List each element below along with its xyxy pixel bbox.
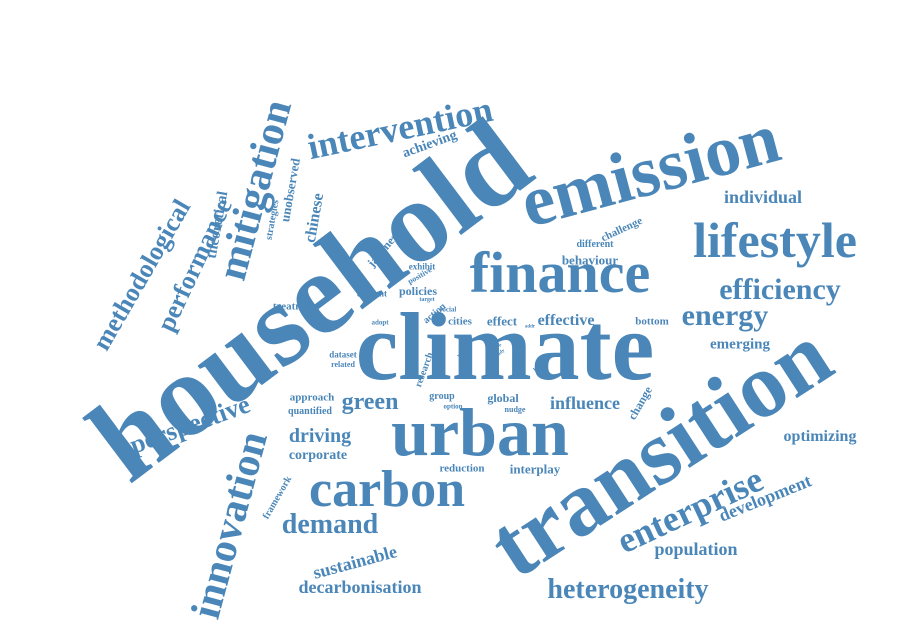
- word-option: option: [443, 402, 463, 411]
- word-global: global: [487, 391, 519, 405]
- word-individual: individual: [723, 187, 803, 207]
- word-nudge: nudge: [504, 405, 526, 414]
- word-group: group: [429, 391, 455, 402]
- word-exhibit: exhibit: [408, 261, 436, 272]
- word-data: data: [515, 355, 525, 361]
- word-policies: policies: [399, 284, 437, 298]
- word-climate: climate: [355, 293, 655, 400]
- word-optimizing: optimizing: [783, 428, 857, 445]
- word-addr: addr: [524, 324, 536, 330]
- word-carbon: carbon: [309, 461, 465, 518]
- word-behaviour: behaviour: [561, 252, 619, 268]
- word-account: account: [357, 288, 387, 299]
- word-driving: driving: [288, 425, 352, 447]
- word-cities: cities: [448, 315, 472, 328]
- word-effect: effect: [486, 313, 518, 329]
- word-lifestyle: lifestyle: [693, 212, 857, 268]
- word-dataset: dataset: [329, 349, 357, 360]
- word-energy: energy: [681, 299, 769, 332]
- word-reduction: reduction: [439, 462, 485, 475]
- word-influence: influence: [550, 393, 620, 413]
- word-related: related: [331, 360, 355, 369]
- word-finance: finance: [469, 240, 651, 305]
- word-interplay: interplay: [509, 461, 561, 477]
- word-bottom: bottom: [635, 315, 669, 328]
- word-different: different: [576, 239, 614, 250]
- word-heterogeneity: heterogeneity: [547, 574, 709, 605]
- word-adopt: adopt: [371, 318, 389, 327]
- word-effective: effective: [537, 312, 595, 329]
- word-population: population: [654, 539, 738, 559]
- word-sustainable: sustainable: [310, 541, 400, 583]
- word-quantified: quantified: [288, 406, 332, 417]
- word-emerging: emerging: [710, 336, 770, 353]
- word-treatment: treatment: [272, 300, 320, 313]
- word-green: green: [341, 389, 399, 415]
- word-target: target: [419, 297, 435, 303]
- word-demand: demand: [281, 509, 379, 540]
- word-efficiency: efficiency: [719, 273, 841, 306]
- word-social: social: [439, 305, 457, 314]
- word-decarbonisation: decarbonisation: [298, 577, 422, 597]
- word-urban: urban: [391, 394, 569, 470]
- word-approach: approach: [289, 391, 335, 404]
- word-corporate: corporate: [288, 448, 348, 463]
- word-rule: rule: [492, 343, 502, 349]
